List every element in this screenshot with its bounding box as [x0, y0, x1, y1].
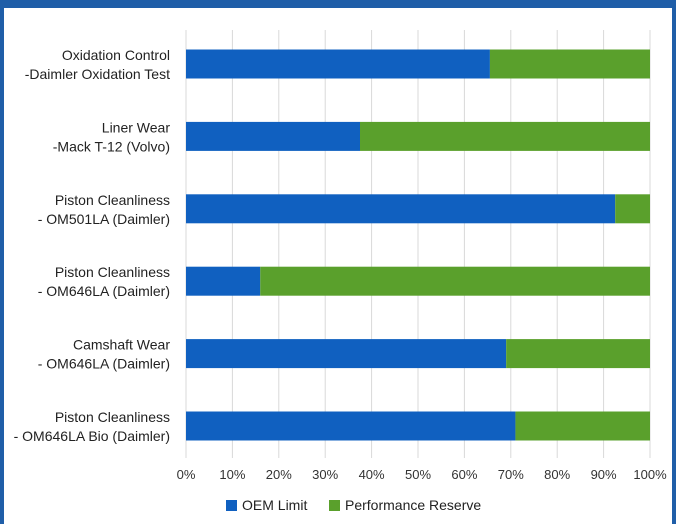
x-tick-label: 90% — [591, 467, 617, 482]
stacked-bar-chart: Oxidation Control -Daimler Oxidation Test… — [14, 30, 667, 513]
bar-performance-reserve — [615, 194, 650, 224]
category-labels: Oxidation Control -Daimler Oxidation Test… — [14, 47, 171, 444]
category-label: -Daimler Oxidation Test — [25, 66, 170, 82]
x-tick-label: 100% — [633, 467, 667, 482]
x-tick-label: 50% — [405, 467, 431, 482]
bar-performance-reserve — [506, 339, 650, 369]
bar-performance-reserve — [515, 411, 650, 441]
gridlines — [185, 30, 651, 458]
category-label: - OM646LA (Daimler) — [38, 356, 170, 372]
legend-swatch — [226, 500, 237, 511]
x-tick-label: 30% — [312, 467, 338, 482]
bar-performance-reserve — [489, 49, 650, 79]
x-tick-label: 40% — [359, 467, 385, 482]
bar-oem-limit — [186, 339, 507, 369]
category-label: Piston Cleanliness — [55, 192, 170, 208]
bar-oem-limit — [186, 49, 490, 79]
bars — [186, 49, 650, 441]
bar-oem-limit — [186, 266, 261, 296]
category-label: - OM501LA (Daimler) — [38, 211, 170, 227]
category-label: Camshaft Wear — [73, 337, 170, 353]
bar-performance-reserve — [360, 121, 650, 151]
category-label: Liner Wear — [102, 119, 171, 135]
x-tick-label: 20% — [266, 467, 292, 482]
x-tick-label: 10% — [219, 467, 245, 482]
bar-performance-reserve — [260, 266, 650, 296]
x-tick-label: 70% — [498, 467, 524, 482]
bar-oem-limit — [186, 194, 616, 224]
x-axis-ticks: 0% 10% 20% 30% 40% 50% 60% 70% 80% 90% 100% — [177, 467, 667, 482]
category-label: Oxidation Control — [62, 47, 170, 63]
category-label: - OM646LA (Daimler) — [38, 283, 170, 299]
x-tick-label: 0% — [177, 467, 196, 482]
category-label: Piston Cleanliness — [55, 409, 170, 425]
x-tick-label: 80% — [544, 467, 570, 482]
legend: OEM Limit Performance Reserve — [226, 497, 481, 513]
bar-oem-limit — [186, 411, 516, 441]
bar-oem-limit — [186, 121, 360, 151]
legend-swatch — [329, 500, 340, 511]
category-label: - OM646LA Bio (Daimler) — [14, 428, 170, 444]
category-label: Piston Cleanliness — [55, 264, 170, 280]
legend-item-performance-reserve: Performance Reserve — [345, 497, 481, 513]
legend-item-oem-limit: OEM Limit — [242, 497, 307, 513]
category-label: -Mack T-12 (Volvo) — [53, 138, 170, 154]
x-tick-label: 60% — [451, 467, 477, 482]
